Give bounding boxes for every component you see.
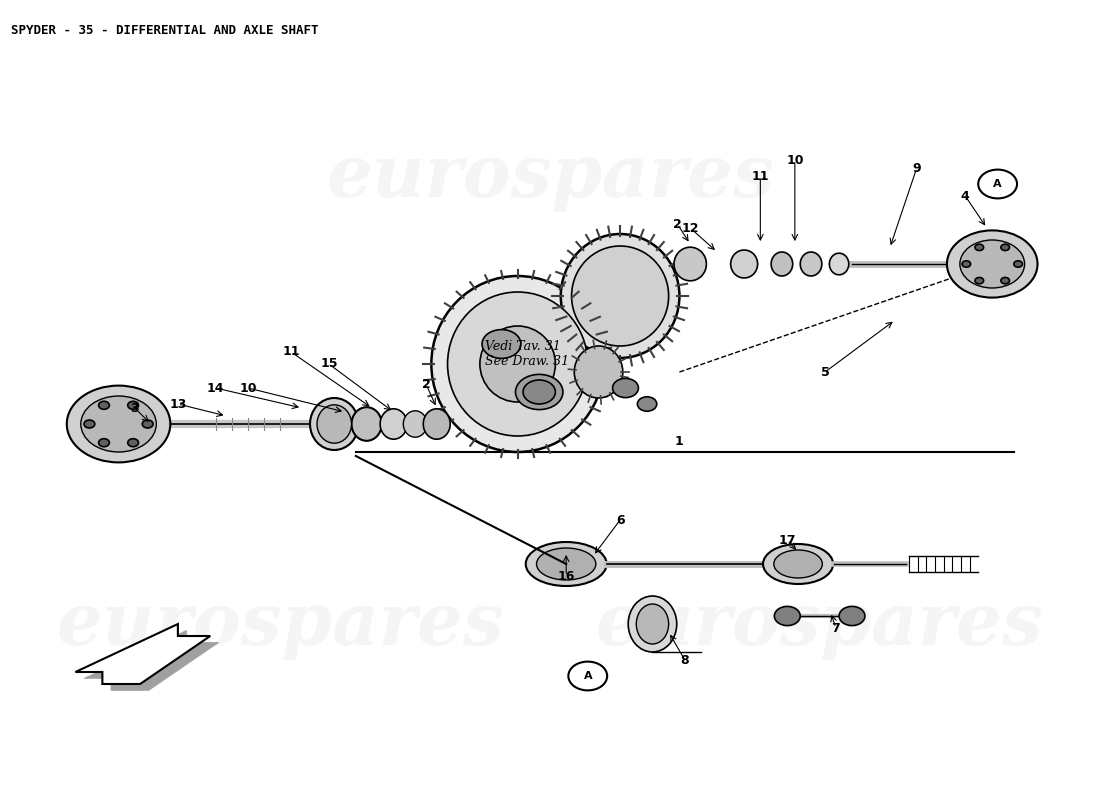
Polygon shape <box>84 630 219 690</box>
Ellipse shape <box>448 292 587 436</box>
Ellipse shape <box>800 252 822 276</box>
Ellipse shape <box>574 346 623 398</box>
Text: 13: 13 <box>169 398 187 410</box>
Circle shape <box>482 330 521 358</box>
Circle shape <box>975 244 983 250</box>
Ellipse shape <box>773 550 823 578</box>
Circle shape <box>613 378 638 398</box>
Ellipse shape <box>636 604 669 644</box>
Ellipse shape <box>561 234 680 358</box>
Ellipse shape <box>431 276 604 452</box>
Ellipse shape <box>317 405 352 443</box>
Text: 8: 8 <box>681 654 689 666</box>
Text: 2: 2 <box>421 378 430 390</box>
Circle shape <box>947 230 1037 298</box>
Text: 14: 14 <box>207 382 224 394</box>
Text: 9: 9 <box>912 162 921 174</box>
Text: eurospares: eurospares <box>596 589 1044 659</box>
Text: eurospares: eurospares <box>56 589 504 659</box>
Text: 10: 10 <box>786 154 804 166</box>
Ellipse shape <box>829 253 849 274</box>
Circle shape <box>99 402 109 410</box>
Ellipse shape <box>526 542 606 586</box>
Ellipse shape <box>310 398 359 450</box>
Text: 1: 1 <box>675 435 684 448</box>
Text: A: A <box>583 671 592 681</box>
Circle shape <box>839 606 865 626</box>
Circle shape <box>774 606 800 626</box>
Text: 17: 17 <box>779 534 796 546</box>
Text: 7: 7 <box>832 622 840 634</box>
Circle shape <box>522 380 556 404</box>
Ellipse shape <box>424 409 450 439</box>
Ellipse shape <box>771 252 793 276</box>
Text: 4: 4 <box>961 190 969 202</box>
Text: 11: 11 <box>751 170 769 182</box>
Text: 5: 5 <box>821 366 829 378</box>
Circle shape <box>569 662 607 690</box>
Circle shape <box>128 438 139 446</box>
Text: eurospares: eurospares <box>327 141 773 211</box>
Text: 11: 11 <box>283 346 300 358</box>
Ellipse shape <box>381 409 407 439</box>
Text: 6: 6 <box>616 514 625 526</box>
Ellipse shape <box>628 596 676 652</box>
Polygon shape <box>76 624 210 684</box>
Circle shape <box>142 420 153 428</box>
Circle shape <box>516 374 563 410</box>
Circle shape <box>80 396 156 452</box>
Circle shape <box>99 438 109 446</box>
Ellipse shape <box>572 246 669 346</box>
Ellipse shape <box>730 250 758 278</box>
Text: SPYDER - 35 - DIFFERENTIAL AND AXLE SHAFT: SPYDER - 35 - DIFFERENTIAL AND AXLE SHAF… <box>11 24 319 37</box>
Text: 10: 10 <box>239 382 256 394</box>
Circle shape <box>67 386 170 462</box>
Text: 2: 2 <box>673 218 682 230</box>
Circle shape <box>1014 261 1022 267</box>
Text: A: A <box>993 179 1002 189</box>
Circle shape <box>84 420 95 428</box>
Circle shape <box>1001 278 1010 284</box>
Ellipse shape <box>352 407 382 441</box>
Ellipse shape <box>480 326 556 402</box>
Ellipse shape <box>537 548 596 580</box>
Circle shape <box>962 261 970 267</box>
Circle shape <box>960 240 1024 288</box>
Ellipse shape <box>763 544 833 584</box>
Circle shape <box>1001 244 1010 250</box>
Text: 16: 16 <box>558 570 575 582</box>
Ellipse shape <box>404 411 427 437</box>
Circle shape <box>975 278 983 284</box>
Circle shape <box>128 402 139 410</box>
Circle shape <box>637 397 657 411</box>
Circle shape <box>978 170 1018 198</box>
Text: 15: 15 <box>320 358 338 370</box>
Text: 12: 12 <box>682 222 698 234</box>
Text: 3: 3 <box>131 402 139 414</box>
Ellipse shape <box>674 247 706 281</box>
Text: Vedi Tav. 31
See Draw. 31: Vedi Tav. 31 See Draw. 31 <box>485 340 570 368</box>
